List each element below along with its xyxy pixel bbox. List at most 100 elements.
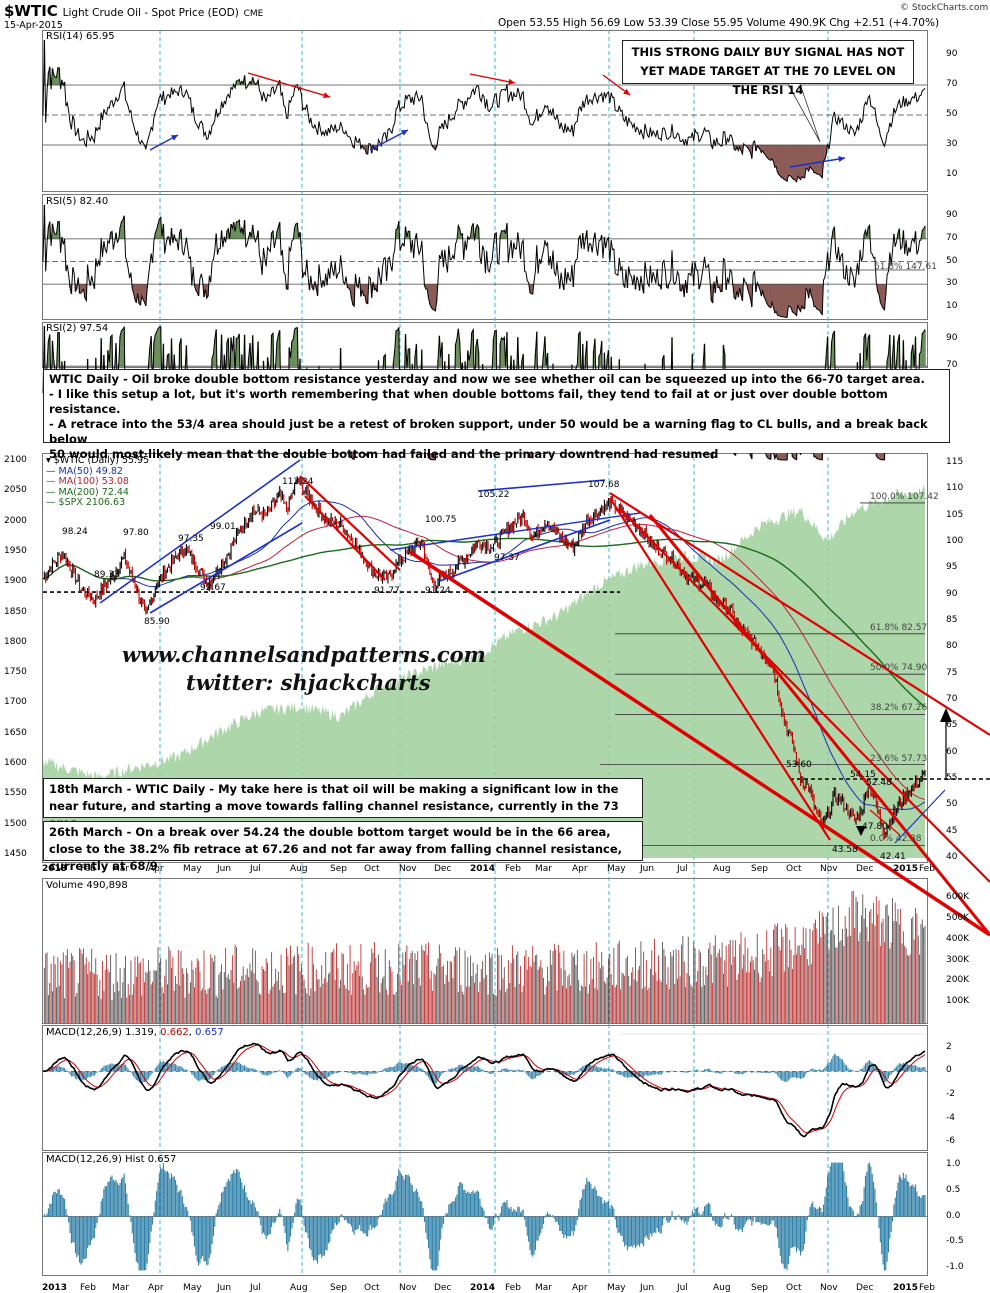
price-axis-tick: 45 <box>946 825 958 836</box>
macd-axis-tick: 0 <box>946 1065 952 1076</box>
rsi5-axis-tick: 50 <box>946 255 958 266</box>
x-axis-label: Oct <box>786 1283 802 1293</box>
spx-axis-tick: 1900 <box>4 576 27 587</box>
ohlc-summary: Open 53.55 High 56.69 Low 53.39 Close 55… <box>498 17 940 29</box>
price-axis-tick: 90 <box>946 588 958 599</box>
spx-axis-tick: 1850 <box>4 606 27 617</box>
x-axis-label: Apr <box>572 864 588 874</box>
price-axis-tick: 115 <box>946 457 964 467</box>
price-point-label: 43.58 <box>832 845 858 855</box>
rsi5-axis-tick: 30 <box>946 278 958 289</box>
x-axis-label: Nov <box>399 864 417 874</box>
price-axis-tick: 75 <box>946 667 958 678</box>
rsi5-label: RSI(5) 82.40 <box>46 196 109 207</box>
price-point-label: 107.68 <box>588 480 620 490</box>
x-axis-label: May <box>607 1283 626 1293</box>
analysis-note-line: WTIC Daily - Oil broke double bottom res… <box>49 372 925 386</box>
price-axis-tick: 80 <box>946 641 958 652</box>
volume-axis-tick: 600K <box>946 892 970 903</box>
x-axis-label: Aug <box>713 864 731 874</box>
legend-entry: — MA(100) 53.08 <box>46 476 129 487</box>
x-axis-label: Aug <box>713 1283 731 1293</box>
spx-axis-tick: 1950 <box>4 545 27 556</box>
legend-entry: ▾ $WTIC (Daily) 55.95 <box>46 455 150 466</box>
price-point-label: 54.15 <box>850 770 876 780</box>
hist-axis-tick: 0.0 <box>946 1210 961 1221</box>
note-march-26: 26th March - On a break over 54.24 the d… <box>43 821 643 873</box>
rsi14-axis-tick: 90 <box>946 49 958 59</box>
watermark-twitter: twitter: shjackcharts <box>186 670 431 695</box>
analysis-note: WTIC Daily - Oil broke double bottom res… <box>43 369 950 461</box>
volume-axis-tick: 300K <box>946 954 970 965</box>
x-axis-label: Sep <box>330 1283 347 1293</box>
rsi2-axis-tick: 70 <box>946 360 958 371</box>
x-axis-label: Jul <box>677 864 688 874</box>
volume-axis-tick: 500K <box>946 913 970 924</box>
spx-axis-tick: 1450 <box>4 848 27 859</box>
rsi5-axis-tick: 70 <box>946 232 958 243</box>
price-legend: ▾ $WTIC (Daily) 55.95— MA(50) 49.82— MA(… <box>46 455 150 509</box>
x-axis-label: Feb <box>80 1283 96 1293</box>
legend-entry: — MA(50) 49.82 <box>46 465 123 477</box>
x-axis-label: Jul <box>250 1283 261 1293</box>
price-point-label: 53.60 <box>786 760 812 770</box>
x-axis-label: 2015 <box>893 1283 919 1293</box>
macd-label: MACD(12,26,9) 1.319, 0.662, 0.657 <box>46 1027 224 1038</box>
x-axis-label: Mar <box>535 864 552 874</box>
price-axis-tick: 65 <box>946 720 958 731</box>
spx-axis-tick: 1550 <box>4 788 27 799</box>
x-axis-label: Mar <box>112 1283 129 1293</box>
rsi5-fib-label: 61.8% 147.61 <box>874 262 937 272</box>
x-axis-label: May <box>183 1283 202 1293</box>
x-axis-label: Dec <box>434 1283 452 1293</box>
price-point-label: 52.48 <box>866 778 892 788</box>
legend-entry: — MA(200) 72.44 <box>46 486 129 498</box>
spx-axis-tick: 2000 <box>4 515 27 526</box>
x-axis-label: Mar <box>112 864 129 874</box>
fib-label: 38.2% 67.26 <box>870 703 928 714</box>
x-axis-label: Nov <box>820 1283 838 1293</box>
x-axis-label: Sep <box>751 864 768 874</box>
note-march-18: 18th March - WTIC Daily - My take here i… <box>43 778 643 830</box>
x-axis-label: 2014 <box>470 864 496 874</box>
x-axis-label: Feb <box>505 1283 521 1293</box>
price-axis-tick: 100 <box>946 536 964 546</box>
price-point-label: 97.35 <box>178 534 204 544</box>
price-point-label: 97.37 <box>494 553 520 563</box>
rsi5-axis-tick: 10 <box>946 300 958 311</box>
spx-axis-tick: 1650 <box>4 727 27 738</box>
price-axis-tick: 50 <box>946 799 958 810</box>
x-axis-label: Apr <box>572 1283 588 1293</box>
price-point-label: 92.67 <box>200 583 226 593</box>
fib-label: 50.0% 74.90 <box>870 663 928 674</box>
price-point-label: 98.24 <box>62 527 88 537</box>
rsi14-axis-tick: 10 <box>946 169 958 179</box>
fib-label: 61.8% 82.57 <box>870 622 928 633</box>
price-point-label: 99.01 <box>210 522 236 532</box>
x-axis-label: 2015 <box>893 864 919 874</box>
symbol-name: Light Crude Oil - Spot Price (EOD) <box>62 7 239 19</box>
rsi14-axis-tick: 70 <box>946 79 958 89</box>
price-point-label: 91.24 <box>425 586 451 596</box>
macd-axis-tick: -4 <box>946 1112 955 1123</box>
symbol: $WTIC <box>4 2 58 20</box>
spx-axis-tick: 2100 <box>4 455 27 465</box>
price-point-label: 85.90 <box>144 617 170 627</box>
price-point-label: 89.33 <box>94 570 120 580</box>
price-axis-tick: 40 <box>946 852 958 862</box>
x-axis-label: May <box>607 864 626 874</box>
exchange: CME <box>243 9 264 19</box>
x-axis-label: Dec <box>856 864 874 874</box>
macd-panel <box>42 1025 928 1151</box>
rsi14-axis-tick: 50 <box>946 109 958 119</box>
analysis-note-line: 50 would most likely mean that the doubl… <box>49 447 719 461</box>
x-axis-label: Apr <box>148 1283 164 1293</box>
volume-axis-tick: 200K <box>946 975 970 986</box>
price-point-label: 112.24 <box>282 477 314 487</box>
volume-axis-tick: 400K <box>946 933 970 944</box>
price-point-label: 91.77 <box>374 586 400 596</box>
spx-axis-tick: 1700 <box>4 697 27 708</box>
x-axis-label: Jun <box>217 1283 232 1293</box>
macd-axis-tick: -6 <box>946 1136 955 1147</box>
rsi5-axis-tick: 90 <box>946 210 958 221</box>
